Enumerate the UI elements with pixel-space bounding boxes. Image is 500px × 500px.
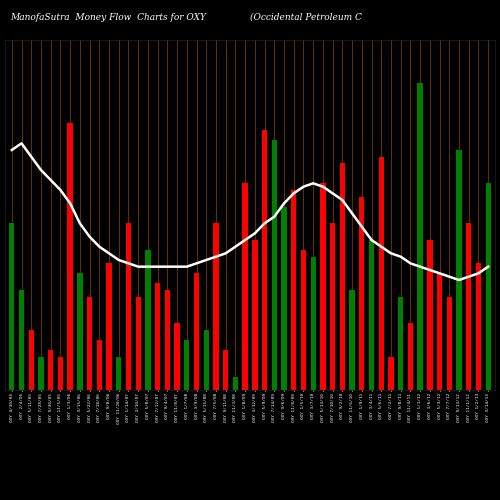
Bar [446, 296, 452, 390]
Bar [19, 290, 24, 390]
Bar [184, 340, 190, 390]
Bar [87, 296, 92, 390]
Bar [262, 130, 268, 390]
Bar [242, 184, 248, 390]
Bar [164, 290, 170, 390]
Bar [77, 274, 82, 390]
Bar [68, 124, 73, 390]
Bar [437, 274, 442, 390]
Bar [155, 284, 160, 390]
Bar [126, 224, 131, 390]
Text: ManofaSutra  Money Flow  Charts for OXY: ManofaSutra Money Flow Charts for OXY [10, 12, 206, 22]
Bar [136, 296, 141, 390]
Bar [359, 196, 364, 390]
Bar [282, 206, 286, 390]
Bar [38, 356, 44, 390]
Bar [28, 330, 34, 390]
Bar [301, 250, 306, 390]
Bar [48, 350, 54, 390]
Bar [252, 240, 258, 390]
Bar [214, 224, 218, 390]
Bar [378, 156, 384, 390]
Bar [330, 224, 336, 390]
Bar [456, 150, 462, 390]
Text: (Occidental Petroleum C: (Occidental Petroleum C [250, 12, 362, 22]
Bar [291, 190, 296, 390]
Bar [204, 330, 209, 390]
Bar [320, 184, 326, 390]
Bar [96, 340, 102, 390]
Bar [174, 324, 180, 390]
Bar [310, 256, 316, 390]
Bar [232, 376, 238, 390]
Bar [145, 250, 150, 390]
Bar [408, 324, 413, 390]
Bar [476, 264, 481, 390]
Bar [486, 184, 491, 390]
Bar [194, 274, 199, 390]
Bar [350, 290, 355, 390]
Bar [388, 356, 394, 390]
Bar [223, 350, 228, 390]
Bar [398, 296, 404, 390]
Bar [116, 356, 121, 390]
Bar [272, 140, 277, 390]
Bar [466, 224, 471, 390]
Bar [427, 240, 432, 390]
Bar [418, 84, 423, 390]
Bar [58, 356, 63, 390]
Bar [369, 240, 374, 390]
Bar [106, 264, 112, 390]
Bar [340, 164, 345, 390]
Bar [9, 224, 15, 390]
